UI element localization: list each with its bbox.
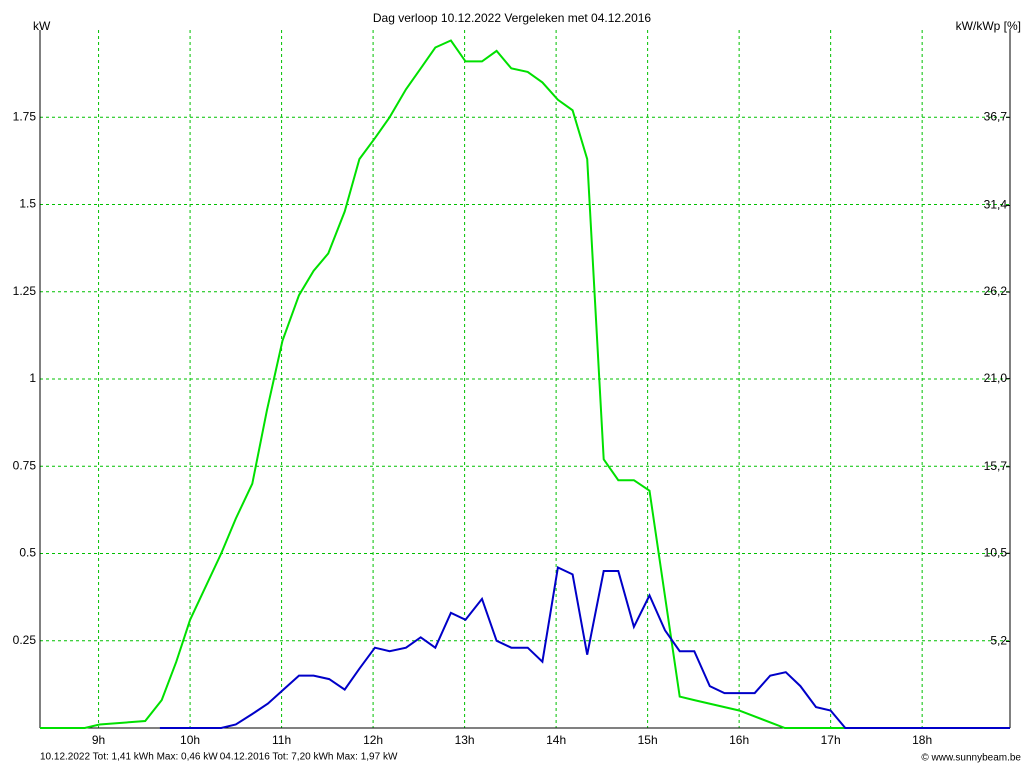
x-tick-label: 15h	[638, 733, 658, 747]
y-tick-label: 1.5	[19, 197, 36, 211]
x-tick-label: 18h	[912, 733, 932, 747]
y2-axis-label: kW/kWp [%]	[956, 19, 1021, 33]
x-tick-label: 12h	[363, 733, 383, 747]
x-tick-label: 16h	[729, 733, 749, 747]
y-tick-label: 0.25	[13, 633, 37, 647]
x-tick-label: 11h	[272, 733, 291, 747]
y-tick-label: 0.5	[19, 546, 36, 560]
x-tick-label: 14h	[546, 733, 566, 747]
y2-tick-label: 31,4	[984, 198, 1008, 212]
x-tick-label: 13h	[455, 733, 475, 747]
y2-tick-label: 36,7	[984, 110, 1008, 124]
y-tick-label: 1.75	[13, 109, 37, 123]
series-line	[159, 566, 1010, 729]
y-tick-label: 0.75	[13, 458, 37, 472]
x-tick-label: 10h	[180, 733, 200, 747]
legend-entry: 04.12.2016 Tot: 7,20 kWh Max: 1,97 kW	[220, 752, 398, 763]
y-tick-label: 1	[29, 371, 36, 385]
y2-tick-label: 26,2	[984, 284, 1008, 298]
legend-entry: 10.12.2022 Tot: 1,41 kWh Max: 0,46 kW	[40, 752, 218, 763]
x-tick-label: 17h	[821, 733, 841, 747]
x-tick-label: 9h	[92, 733, 105, 747]
y2-tick-label: 15,7	[984, 459, 1008, 473]
y-tick-label: 1.25	[13, 284, 37, 298]
y-axis-label: kW	[33, 19, 51, 33]
series-line	[40, 39, 1010, 729]
y2-tick-label: 5,2	[990, 634, 1007, 648]
credit: © www.sunnybeam.be	[921, 753, 1021, 764]
y2-tick-label: 10,5	[984, 545, 1008, 559]
chart-title: Dag verloop 10.12.2022 Vergeleken met 04…	[373, 11, 652, 25]
y2-tick-label: 21,0	[984, 371, 1008, 385]
